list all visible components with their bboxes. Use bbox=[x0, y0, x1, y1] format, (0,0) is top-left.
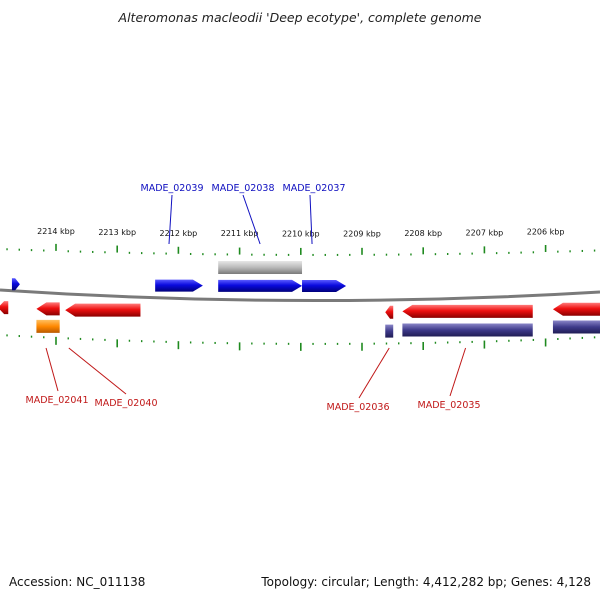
cds-feature[interactable] bbox=[385, 324, 394, 338]
gene-feature[interactable] bbox=[385, 305, 394, 319]
gene-label[interactable]: MADE_02039 bbox=[141, 183, 204, 194]
gene-feature[interactable] bbox=[302, 279, 347, 292]
gene-feature[interactable] bbox=[552, 302, 600, 316]
tick-label: 2208 kbp bbox=[404, 229, 442, 238]
rna-feature[interactable] bbox=[36, 319, 60, 333]
tick-label: 2210 kbp bbox=[282, 229, 320, 238]
gene-label[interactable]: MADE_02037 bbox=[283, 183, 346, 194]
gene-label[interactable]: MADE_02038 bbox=[212, 183, 275, 194]
gene-feature[interactable] bbox=[218, 279, 303, 292]
gene-feature[interactable] bbox=[0, 301, 9, 315]
gene-feature[interactable] bbox=[402, 304, 533, 318]
scale-ticks-outer bbox=[6, 243, 596, 256]
gene-feature[interactable] bbox=[65, 303, 141, 317]
reverse-strand-features bbox=[0, 301, 600, 338]
label-leader-line bbox=[168, 194, 173, 245]
gene-labels: MADE_02039 MADE_02038 MADE_02037 MADE_02041… bbox=[26, 183, 481, 413]
label-leader-line bbox=[309, 194, 313, 245]
gene-label[interactable]: MADE_02036 bbox=[327, 402, 390, 413]
scale-labels: 2214 kbp 2213 kbp 2212 kbp 2211 kbp 2210 kbp… bbox=[37, 227, 564, 238]
label-leader-line bbox=[449, 347, 467, 397]
tick-label: 2207 kbp bbox=[466, 229, 504, 238]
accession-text: Accession: NC_011138 bbox=[9, 575, 146, 589]
gene-label[interactable]: MADE_02040 bbox=[95, 398, 158, 409]
label-leader-line bbox=[242, 194, 261, 245]
tick-label: 2212 kbp bbox=[160, 229, 198, 238]
scale-ticks-inner bbox=[6, 334, 596, 351]
label-leader-line bbox=[358, 347, 390, 399]
forward-strand-features bbox=[11, 261, 347, 292]
gene-feature[interactable] bbox=[36, 302, 60, 316]
tick-label: 2206 kbp bbox=[527, 228, 565, 237]
gene-label[interactable]: MADE_02041 bbox=[26, 395, 89, 406]
tick-label: 2209 kbp bbox=[343, 229, 381, 238]
gene-feature[interactable] bbox=[11, 278, 20, 291]
cds-feature[interactable] bbox=[402, 323, 533, 337]
genome-summary-text: Topology: circular; Length: 4,412,282 bp… bbox=[261, 575, 591, 589]
gene-feature[interactable] bbox=[155, 279, 203, 292]
pseudo-feature[interactable] bbox=[218, 261, 303, 274]
tick-label: 2213 kbp bbox=[98, 228, 136, 237]
label-leader-line bbox=[68, 347, 127, 395]
label-leader-line bbox=[45, 347, 59, 392]
cds-feature[interactable] bbox=[552, 320, 600, 334]
gene-label[interactable]: MADE_02035 bbox=[418, 400, 481, 411]
tick-label: 2214 kbp bbox=[37, 227, 75, 236]
map-title: Alteromonas macleodii 'Deep ecotype', co… bbox=[118, 10, 482, 25]
genome-backbone bbox=[0, 288, 600, 303]
tick-label: 2211 kbp bbox=[221, 229, 259, 238]
